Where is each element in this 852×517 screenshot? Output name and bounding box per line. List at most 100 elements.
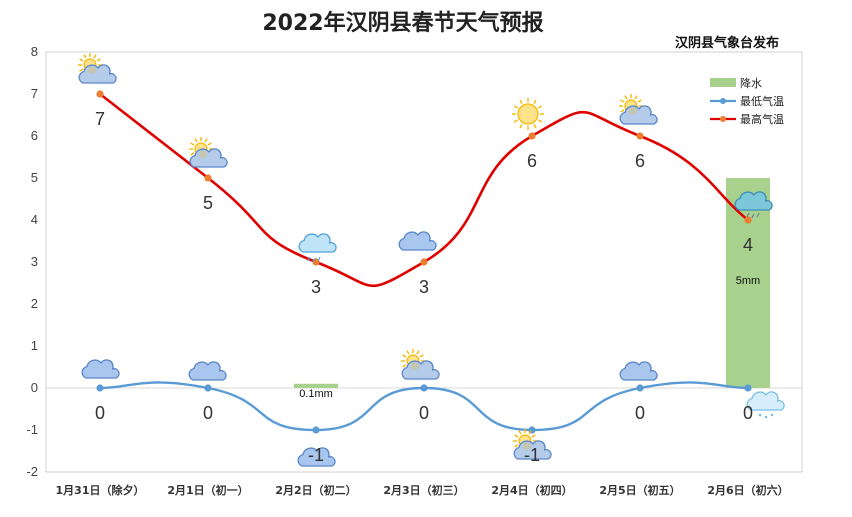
low-temp-label: 0 bbox=[419, 403, 429, 423]
y-tick-label: -1 bbox=[26, 422, 38, 437]
rain-drop bbox=[751, 213, 755, 219]
series-lines bbox=[96, 90, 752, 434]
sun-behind bbox=[411, 362, 419, 370]
y-tick-label: 5 bbox=[31, 170, 38, 185]
legend-swatch-marker bbox=[720, 116, 726, 122]
cloud-shape bbox=[297, 447, 336, 467]
high-temp-label: 7 bbox=[95, 109, 105, 129]
high-temp-label: 3 bbox=[419, 277, 429, 297]
light-rain-icon bbox=[298, 233, 337, 263]
high-temp-label: 6 bbox=[527, 151, 537, 171]
rain-drop bbox=[317, 256, 321, 262]
sun-ray bbox=[83, 54, 87, 59]
sun-ray bbox=[416, 350, 420, 355]
low-temp-label: 0 bbox=[95, 403, 105, 423]
sun-ray bbox=[620, 109, 625, 113]
high-temp-label: 5 bbox=[203, 193, 213, 213]
rain-drop bbox=[307, 256, 311, 262]
sun-ray bbox=[513, 119, 518, 123]
high-temp-label: 4 bbox=[743, 235, 753, 255]
x-tick-label: 2月4日（初四） bbox=[491, 483, 572, 497]
high-temp-point bbox=[744, 216, 752, 224]
chart-title: 2022年汉阴县春节天气预报 bbox=[262, 10, 543, 36]
sun-disc bbox=[517, 103, 539, 125]
sun-ray bbox=[538, 119, 543, 123]
sun-behind bbox=[523, 442, 531, 450]
low-temp-label: 0 bbox=[743, 403, 753, 423]
rain-drop bbox=[746, 212, 750, 218]
sun-behind bbox=[629, 107, 637, 115]
sun-ray bbox=[190, 142, 195, 146]
low-temp-label: 0 bbox=[635, 403, 645, 423]
sunny-cloudy-icon bbox=[513, 429, 552, 460]
chart-source: 汉阴县气象台发布 bbox=[675, 35, 779, 51]
precip-label: 0.1mm bbox=[299, 388, 333, 400]
sunny-icon bbox=[512, 98, 544, 130]
high-temp-point bbox=[528, 132, 536, 140]
sun-ray bbox=[96, 58, 101, 62]
precip-bar bbox=[726, 178, 770, 388]
cloud-shape bbox=[398, 231, 437, 251]
legend-label: 最高气温 bbox=[740, 112, 784, 126]
sun-ray bbox=[513, 105, 518, 109]
sun-ray bbox=[93, 54, 97, 59]
cloudy-icon bbox=[619, 361, 658, 381]
low-temp-point bbox=[204, 384, 212, 392]
sun-ray bbox=[190, 152, 195, 156]
y-tick-label: 3 bbox=[31, 254, 38, 269]
legend-swatch-precip bbox=[710, 78, 736, 87]
sun-ray bbox=[518, 430, 522, 435]
axis-ticks: -2 -1 0 1 2 3 4 5 6 7 8 1月31日（除夕） 2月1日（初一） 2月2日（初二） 2月… bbox=[26, 44, 802, 497]
low-temp-point bbox=[744, 384, 752, 392]
sun-ray bbox=[624, 95, 628, 100]
high-temp-label: 6 bbox=[635, 151, 645, 171]
snow-flake bbox=[770, 413, 774, 417]
cloud-shape bbox=[619, 361, 658, 381]
cloud-shape bbox=[81, 359, 120, 379]
sunny-cloudy-icon bbox=[78, 53, 117, 84]
sun-ray bbox=[531, 434, 536, 438]
cloud-shape bbox=[188, 361, 227, 381]
precip-bar bbox=[294, 383, 338, 388]
high-temp-point bbox=[636, 132, 644, 140]
cloudy-icon bbox=[188, 361, 227, 381]
sun-ray bbox=[538, 105, 543, 109]
sun-ray bbox=[194, 138, 198, 143]
x-tick-label: 2月6日（初六） bbox=[707, 483, 788, 497]
cloud-shape bbox=[746, 391, 785, 411]
cloud-shape bbox=[298, 233, 337, 253]
y-tick-label: 2 bbox=[31, 296, 38, 311]
sun-ray bbox=[528, 430, 532, 435]
low-temp-label: -1 bbox=[308, 445, 324, 465]
y-tick-label: 7 bbox=[31, 86, 38, 101]
sun-ray bbox=[402, 364, 407, 368]
sunny-cloudy-icon bbox=[189, 137, 228, 168]
low-temp-label: -1 bbox=[524, 445, 540, 465]
rain-drop bbox=[756, 212, 760, 218]
y-tick-label: 4 bbox=[31, 212, 38, 227]
sun-ray bbox=[79, 58, 84, 62]
cloudy-icon bbox=[297, 447, 336, 467]
cloudy-icon bbox=[398, 231, 437, 251]
sun-ray bbox=[634, 95, 638, 100]
y-tick-label: 1 bbox=[31, 338, 38, 353]
x-tick-label: 2月5日（初五） bbox=[599, 483, 680, 497]
x-tick-label: 2月2日（初二） bbox=[275, 483, 356, 497]
sun-ray bbox=[79, 68, 84, 72]
sun-ray bbox=[514, 444, 519, 448]
sun-ray bbox=[637, 99, 642, 103]
sunny-cloudy-icon bbox=[619, 94, 658, 125]
low-temp-point bbox=[636, 384, 644, 392]
sunny-cloudy-icon bbox=[401, 349, 440, 380]
y-tick-label: 6 bbox=[31, 128, 38, 143]
high-temp-point bbox=[204, 174, 212, 182]
sun-ray bbox=[620, 99, 625, 103]
sun-ray bbox=[514, 434, 519, 438]
value-labels: 0.1mm 5mm 0 0 -1 0 -1 0 0 7 5 3 3 6 6 4 bbox=[95, 109, 760, 465]
rain-drop bbox=[312, 257, 316, 263]
snow-icon bbox=[746, 391, 785, 419]
sun-ray bbox=[419, 354, 424, 358]
high-temp-point bbox=[96, 90, 104, 98]
low-temp-point bbox=[420, 384, 428, 392]
